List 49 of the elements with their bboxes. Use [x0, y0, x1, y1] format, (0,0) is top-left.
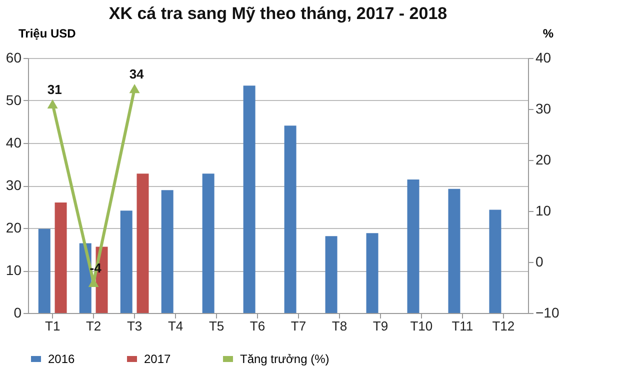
data-label: 34 [129, 66, 145, 82]
y-tick-label: 10 [6, 262, 22, 278]
y2-tick-label: 30 [536, 100, 552, 116]
bar [120, 210, 132, 313]
x-tick-label: T3 [126, 318, 142, 334]
bar [202, 174, 214, 313]
bar [366, 233, 378, 313]
bar [407, 180, 420, 313]
y2-tick-label: 10 [536, 202, 552, 218]
y-tick-label: 30 [6, 177, 22, 193]
x-tick-label: T8 [332, 318, 348, 334]
bar [243, 86, 256, 313]
chart-title: XK cá tra sang Mỹ theo tháng, 2017 - 2018 [108, 4, 448, 23]
y-tick-label: 40 [6, 134, 22, 150]
x-tick-label: T10 [410, 318, 433, 334]
x-tick-label: T11 [452, 318, 474, 334]
legend-label: 2016 [48, 352, 76, 366]
x-tick-label: T1 [45, 318, 60, 334]
bar [38, 228, 50, 313]
x-tick-label: T2 [86, 318, 102, 334]
x-tick-label: T12 [492, 318, 515, 334]
x-tick-label: T9 [372, 318, 388, 334]
bar [54, 202, 67, 313]
point [129, 84, 140, 94]
data-label: 31 [47, 82, 62, 97]
data-label: -4 [90, 260, 102, 276]
y-tick-label: 20 [6, 220, 22, 236]
x-tick-label: T5 [208, 318, 224, 334]
bar [325, 236, 338, 313]
y-tick-label: 50 [6, 92, 22, 108]
y2-tick-label: 40 [536, 50, 552, 66]
y-tick-label: 60 [6, 50, 22, 66]
y-axis-title: Triệu USD [18, 26, 76, 40]
bar [284, 126, 296, 313]
y-tick-label: 0 [14, 304, 22, 320]
x-tick-label: T6 [250, 318, 266, 334]
x-tick-label: T4 [168, 318, 184, 334]
legend-label: 2017 [144, 352, 172, 366]
y2-tick-label: 20 [536, 152, 552, 168]
y2-axis-title: % [542, 26, 554, 40]
point [47, 99, 58, 108]
legend-label: Tăng trưởng (%) [240, 352, 330, 366]
x-tick-label: T7 [290, 318, 306, 334]
bar [161, 190, 174, 313]
y2-tick-label: 0 [536, 254, 544, 270]
bar [448, 188, 460, 313]
y2-tick-label: −10 [536, 304, 560, 320]
bar [489, 210, 502, 313]
bar [136, 174, 149, 313]
